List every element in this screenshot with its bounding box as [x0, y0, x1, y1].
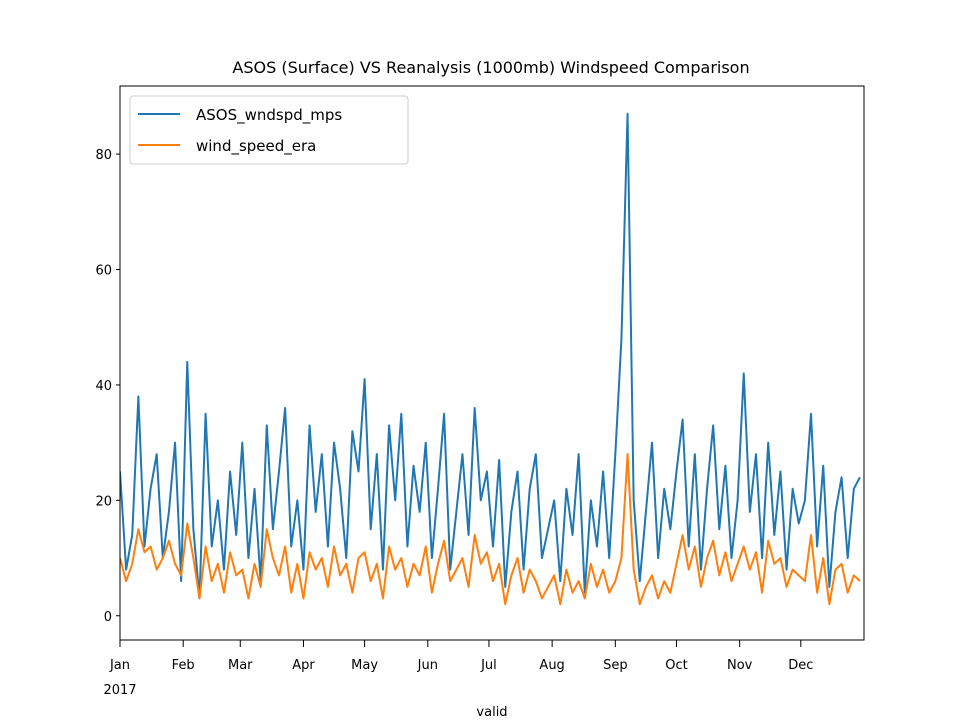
x-tick-label: Dec — [788, 658, 813, 673]
x-tick-label: Oct — [665, 658, 687, 673]
x-tick-label: Feb — [172, 658, 195, 673]
x-axis-label: valid — [476, 705, 507, 720]
x-tick-label: Apr — [292, 658, 315, 673]
x-tick-label: Jan — [109, 658, 130, 673]
legend-box — [129, 95, 409, 165]
x-tick-label: Jul — [480, 658, 497, 673]
y-tick-label: 20 — [95, 494, 112, 509]
y-tick-label: 40 — [95, 379, 112, 394]
x-tick-label: Nov — [727, 658, 753, 673]
x-tick-label: Jun — [417, 658, 438, 673]
legend-label: wind_speed_era — [196, 137, 316, 156]
plot-area — [120, 112, 861, 606]
y-tick-label: 0 — [104, 610, 112, 625]
y-tick-label: 60 — [95, 264, 112, 279]
chart-title: ASOS (Surface) VS Reanalysis (1000mb) Wi… — [232, 58, 749, 77]
data-line — [120, 453, 861, 606]
axes-frame — [119, 85, 865, 641]
x-tick-label: Aug — [539, 658, 564, 673]
x-tick-label: Mar — [228, 658, 253, 673]
x-tick-label: May — [351, 658, 378, 673]
legend-label: ASOS_wndspd_mps — [196, 106, 342, 125]
data-line — [120, 112, 861, 600]
x-tick-label: Sep — [603, 658, 628, 673]
y-tick-label: 80 — [95, 148, 112, 163]
year-label: 2017 — [103, 683, 136, 698]
